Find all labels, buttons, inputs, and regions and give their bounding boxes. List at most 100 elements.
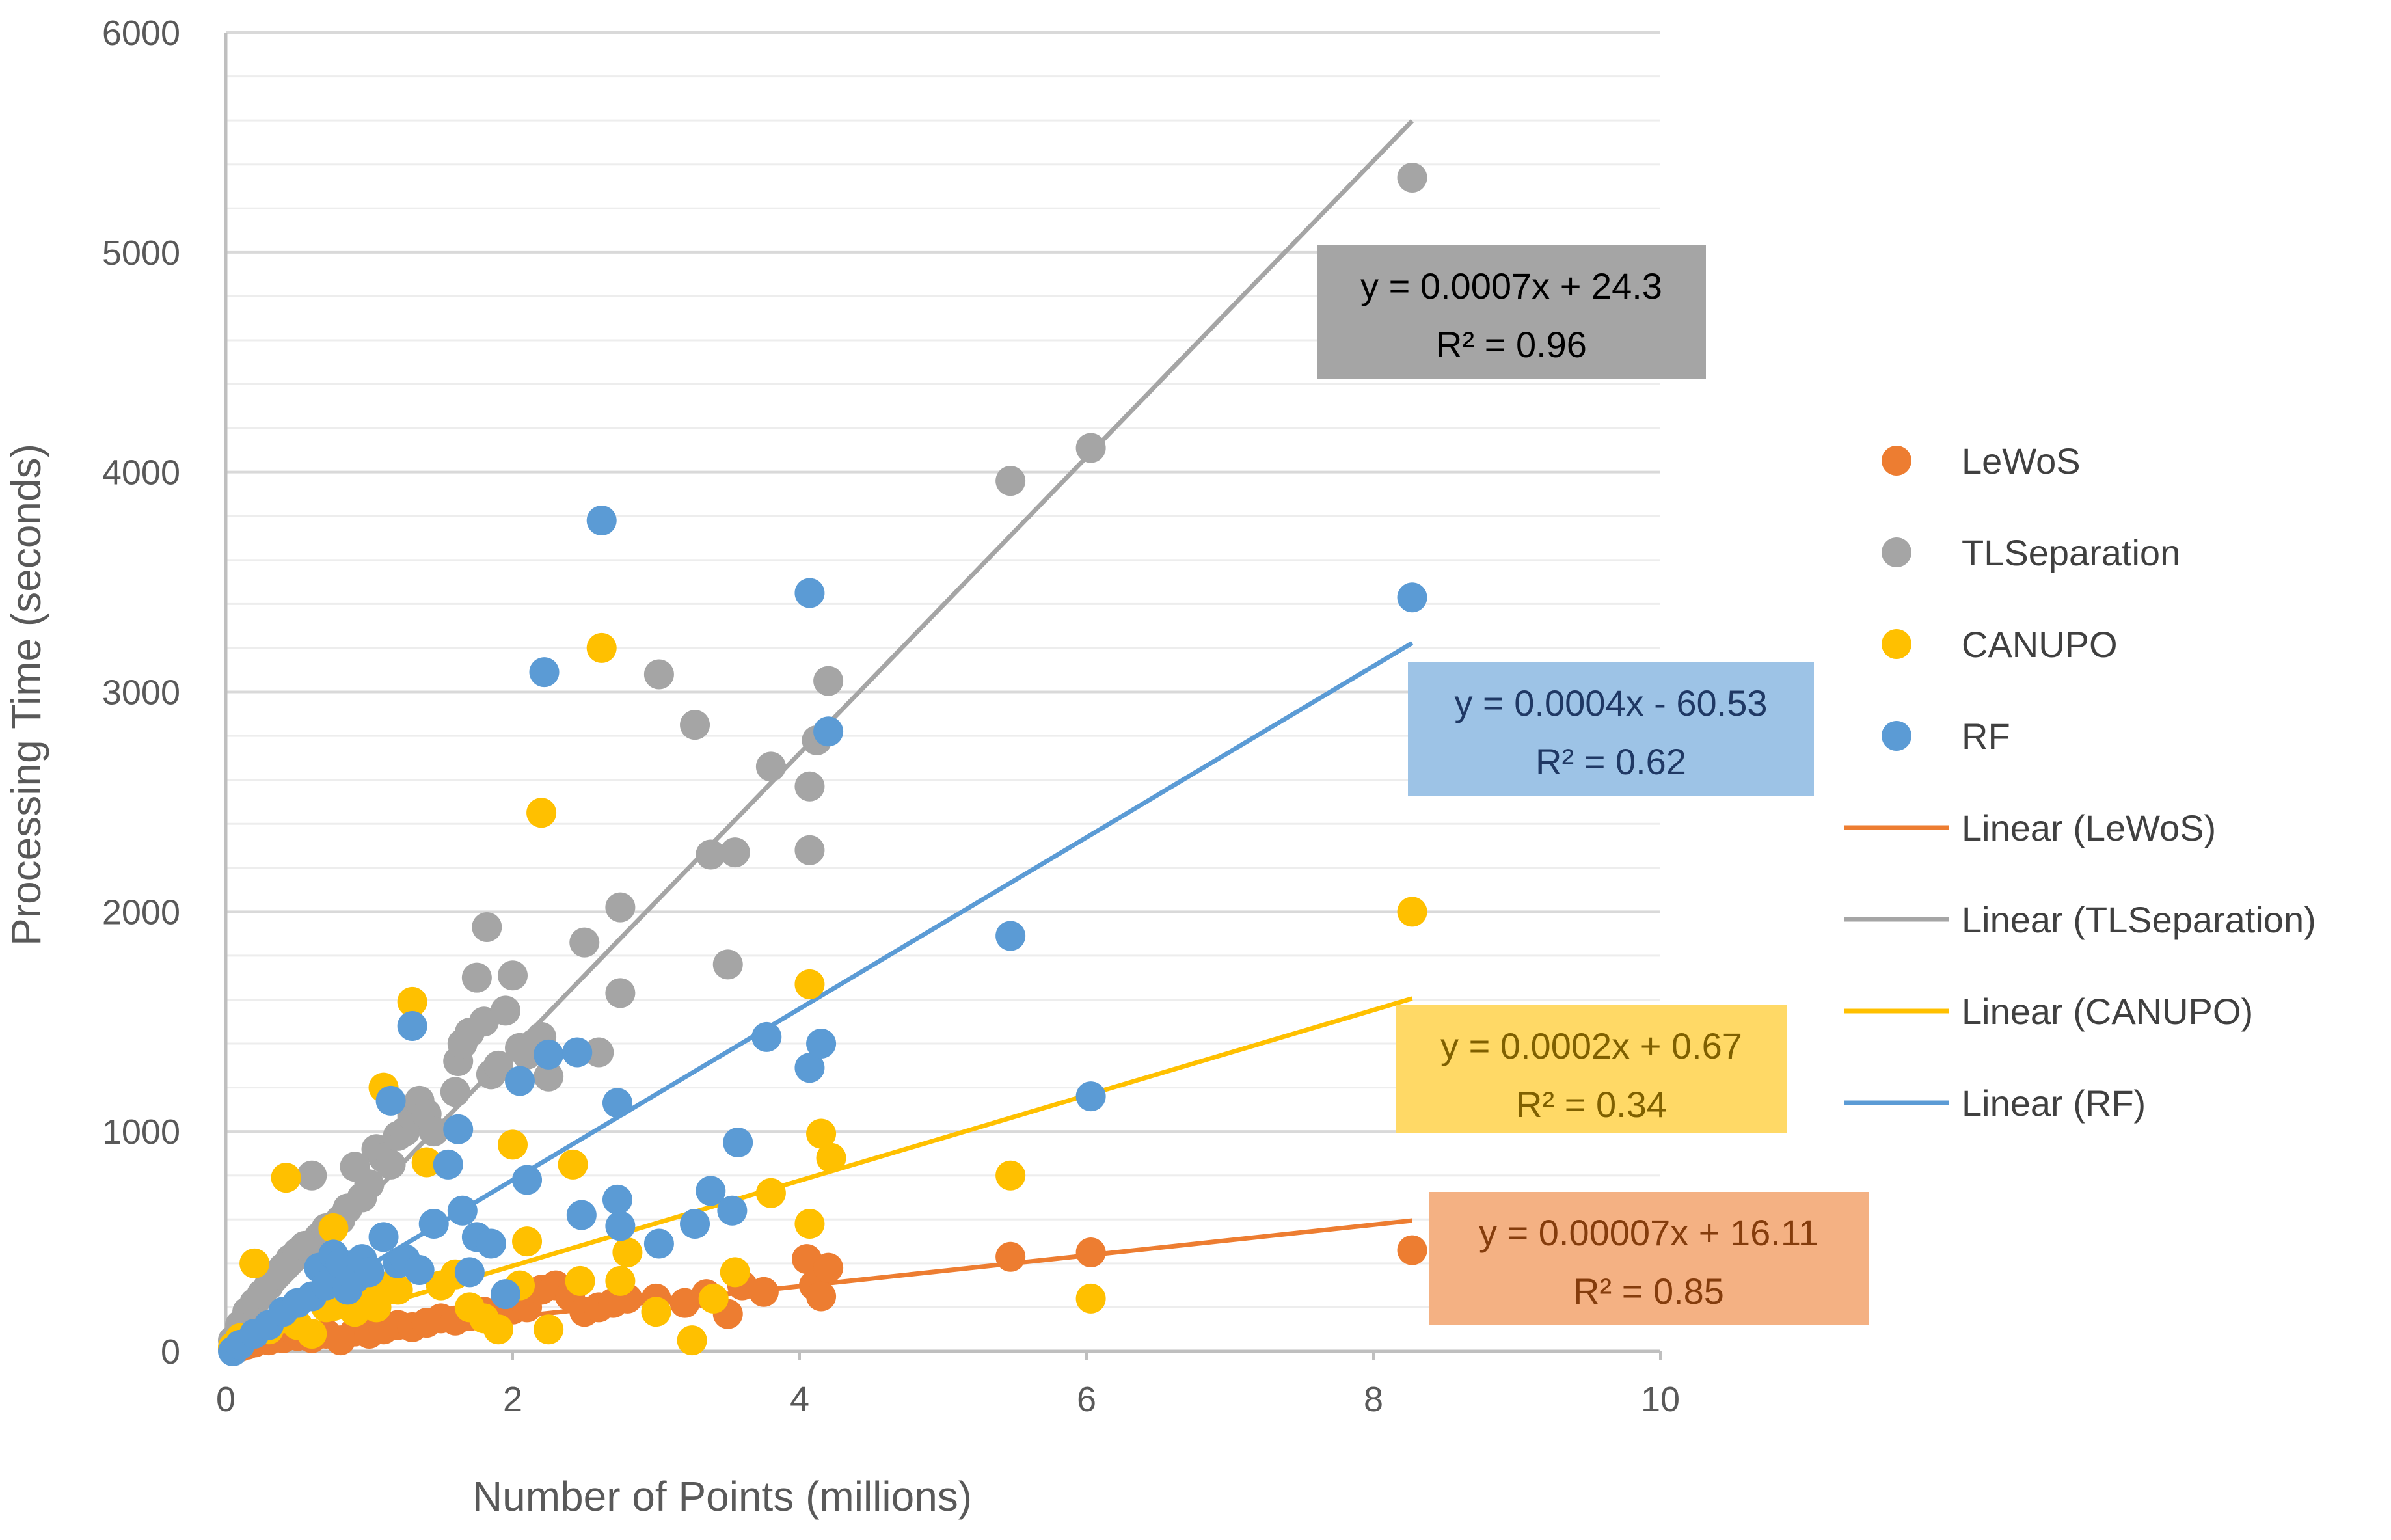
point-tlseparation bbox=[696, 839, 726, 870]
equation-box bbox=[1408, 662, 1814, 796]
point-canupo bbox=[641, 1297, 671, 1327]
legend-label: LeWoS bbox=[1962, 440, 2081, 481]
point-canupo bbox=[806, 1118, 837, 1149]
y-tick-label: 4000 bbox=[102, 453, 180, 493]
equation-text: y = 0.0007x + 24.3 bbox=[1360, 265, 1662, 306]
tick-labels: 0 2 4 6 8 10 0 1000 2000 3000 4000 5000 6000 bbox=[102, 14, 1680, 1419]
legend-marker bbox=[1882, 537, 1911, 567]
point-tlseparation bbox=[498, 960, 528, 991]
point-rf bbox=[696, 1176, 726, 1206]
point-rf bbox=[476, 1228, 506, 1259]
point-tlseparation bbox=[755, 751, 786, 782]
point-rf bbox=[368, 1222, 399, 1252]
point-tlseparation bbox=[1075, 433, 1106, 463]
point-rf bbox=[397, 1011, 427, 1042]
point-rf bbox=[602, 1184, 632, 1215]
point-rf bbox=[995, 921, 1026, 951]
point-tlseparation bbox=[720, 837, 750, 868]
point-tlseparation bbox=[418, 1116, 449, 1147]
point-tlseparation bbox=[490, 995, 520, 1026]
point-rf bbox=[566, 1200, 597, 1230]
point-rf bbox=[447, 1195, 478, 1226]
y-tick-label: 0 bbox=[161, 1332, 180, 1371]
point-rf bbox=[1397, 582, 1427, 613]
r-squared-text: R² = 0.34 bbox=[1516, 1084, 1667, 1125]
point-tlseparation bbox=[605, 978, 636, 1008]
point-rf bbox=[605, 1211, 636, 1241]
point-tlseparation bbox=[569, 927, 600, 958]
point-tlseparation bbox=[297, 1160, 327, 1191]
point-tlseparation bbox=[794, 771, 825, 802]
point-rf bbox=[505, 1066, 535, 1096]
y-tick-label: 3000 bbox=[102, 673, 180, 712]
y-tick-label: 1000 bbox=[102, 1113, 180, 1152]
point-canupo bbox=[558, 1149, 588, 1180]
point-canupo bbox=[318, 1213, 349, 1243]
trendline-equations: y = 0.00007x + 16.11 R² = 0.85 y = 0.0007x… bbox=[1317, 245, 1869, 1325]
point-canupo bbox=[411, 1147, 442, 1178]
point-tlseparation bbox=[472, 912, 502, 942]
point-canupo bbox=[498, 1129, 528, 1160]
equation-text: y = 0.0002x + 0.67 bbox=[1440, 1025, 1742, 1066]
point-canupo bbox=[483, 1314, 513, 1345]
point-rf bbox=[375, 1085, 406, 1116]
point-tlseparation bbox=[712, 949, 743, 980]
point-tlseparation bbox=[584, 1037, 614, 1068]
axes bbox=[224, 33, 1662, 1360]
point-canupo bbox=[677, 1325, 707, 1356]
point-rf bbox=[433, 1149, 463, 1180]
legend-label: Linear (LeWoS) bbox=[1962, 807, 2216, 848]
point-rf bbox=[586, 505, 617, 535]
x-tick-label: 6 bbox=[1077, 1380, 1096, 1419]
point-canupo bbox=[794, 1209, 825, 1239]
legend-label: RF bbox=[1962, 716, 2010, 757]
point-lewos bbox=[806, 1281, 837, 1312]
point-canupo bbox=[794, 969, 825, 999]
point-tlseparation bbox=[375, 1149, 406, 1180]
legend-label: TLSeparation bbox=[1962, 532, 2180, 573]
point-canupo bbox=[612, 1237, 643, 1267]
point-tlseparation bbox=[643, 659, 674, 690]
r-squared-text: R² = 0.96 bbox=[1436, 324, 1587, 365]
equation-text: y = 0.00007x + 16.11 bbox=[1479, 1212, 1818, 1253]
point-rf bbox=[813, 716, 844, 747]
y-tick-label: 6000 bbox=[102, 14, 180, 53]
point-canupo bbox=[605, 1265, 636, 1296]
point-canupo bbox=[586, 632, 617, 663]
data-points bbox=[218, 162, 1427, 1366]
point-rf bbox=[1075, 1081, 1106, 1112]
point-rf bbox=[794, 1053, 825, 1083]
equation-box bbox=[1396, 1005, 1787, 1133]
x-tick-label: 8 bbox=[1364, 1380, 1383, 1419]
legend-label: Linear (TLSeparation) bbox=[1962, 899, 2316, 940]
point-lewos bbox=[813, 1252, 844, 1283]
r-squared-text: R² = 0.85 bbox=[1573, 1271, 1724, 1312]
point-canupo bbox=[512, 1226, 543, 1257]
point-rf bbox=[534, 1039, 564, 1070]
point-tlseparation bbox=[605, 892, 636, 923]
y-tick-label: 2000 bbox=[102, 893, 180, 932]
point-rf bbox=[354, 1257, 385, 1288]
point-canupo bbox=[534, 1314, 564, 1345]
point-tlseparation bbox=[813, 666, 844, 696]
x-tick-label: 10 bbox=[1641, 1380, 1680, 1419]
point-tlseparation bbox=[794, 835, 825, 865]
point-tlseparation bbox=[995, 466, 1026, 496]
point-rf bbox=[602, 1088, 632, 1118]
legend: LeWoS TLSeparation CANUPO RF Linear (LeWoS) L… bbox=[1844, 440, 2316, 1124]
point-canupo bbox=[239, 1248, 270, 1278]
point-lewos bbox=[748, 1277, 779, 1307]
x-tick-label: 2 bbox=[503, 1380, 522, 1419]
point-rf bbox=[454, 1257, 485, 1288]
point-canupo bbox=[755, 1178, 786, 1208]
point-lewos bbox=[1075, 1237, 1106, 1267]
legend-marker bbox=[1882, 629, 1911, 659]
point-tlseparation bbox=[354, 1169, 385, 1200]
point-canupo bbox=[1075, 1283, 1106, 1314]
point-rf bbox=[723, 1128, 753, 1158]
point-rf bbox=[512, 1165, 543, 1195]
point-canupo bbox=[1397, 897, 1427, 927]
point-rf bbox=[529, 657, 560, 688]
point-rf bbox=[490, 1279, 520, 1310]
